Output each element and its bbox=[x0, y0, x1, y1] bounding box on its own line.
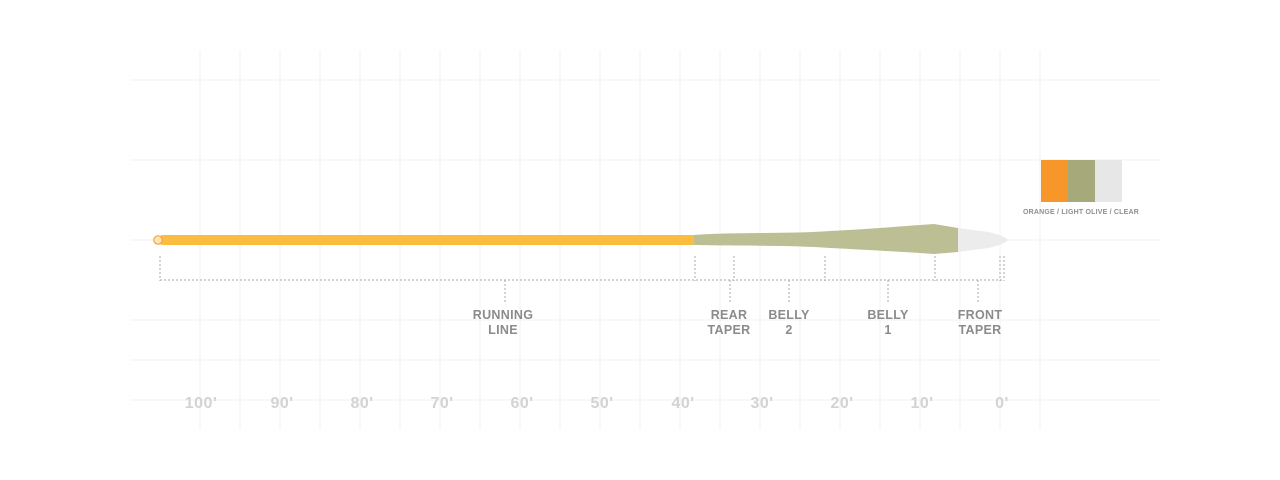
label-line-1: RUNNING bbox=[472, 308, 534, 322]
label-line-2: TAPER bbox=[707, 323, 751, 337]
swatch-clear bbox=[1095, 160, 1122, 202]
label-rear-taper: REAR TAPER bbox=[684, 308, 774, 338]
label-line-1: BELLY bbox=[768, 308, 810, 322]
label-front-taper: FRONT TAPER bbox=[935, 308, 1025, 338]
axis-tick: 90' bbox=[270, 395, 294, 412]
label-belly-1: BELLY 1 bbox=[843, 308, 933, 338]
label-line-1: BELLY bbox=[867, 308, 909, 322]
axis-tick: 10' bbox=[910, 395, 934, 412]
color-caption: ORANGE / LIGHT OLIVE / CLEAR bbox=[1022, 209, 1140, 216]
label-line-2: 1 bbox=[884, 323, 892, 337]
clear-tip-shape bbox=[958, 228, 1008, 252]
label-line-2: LINE bbox=[488, 323, 518, 337]
color-swatches bbox=[1041, 160, 1122, 202]
label-line-1: FRONT bbox=[957, 308, 1003, 322]
axis-tick: 100' bbox=[184, 395, 218, 412]
label-running-line: RUNNING LINE bbox=[458, 308, 548, 338]
swatch-light-olive bbox=[1068, 160, 1095, 202]
axis-tick: 60' bbox=[510, 395, 534, 412]
axis-tick: 30' bbox=[750, 395, 774, 412]
axis-tick: 70' bbox=[430, 395, 454, 412]
label-line-2: TAPER bbox=[958, 323, 1002, 337]
head-shape bbox=[694, 224, 958, 254]
label-belly-2: BELLY 2 bbox=[744, 308, 834, 338]
swatch-orange bbox=[1041, 160, 1068, 202]
axis-tick: 80' bbox=[350, 395, 374, 412]
label-line-1: REAR bbox=[710, 308, 748, 322]
label-line-2: 2 bbox=[785, 323, 793, 337]
axis-tick: 40' bbox=[671, 395, 695, 412]
axis-tick: 50' bbox=[590, 395, 614, 412]
running-line-shape bbox=[158, 235, 698, 245]
axis-tick: 20' bbox=[830, 395, 854, 412]
line-end-loop bbox=[153, 235, 163, 245]
axis-tick: 0' bbox=[995, 395, 1009, 412]
